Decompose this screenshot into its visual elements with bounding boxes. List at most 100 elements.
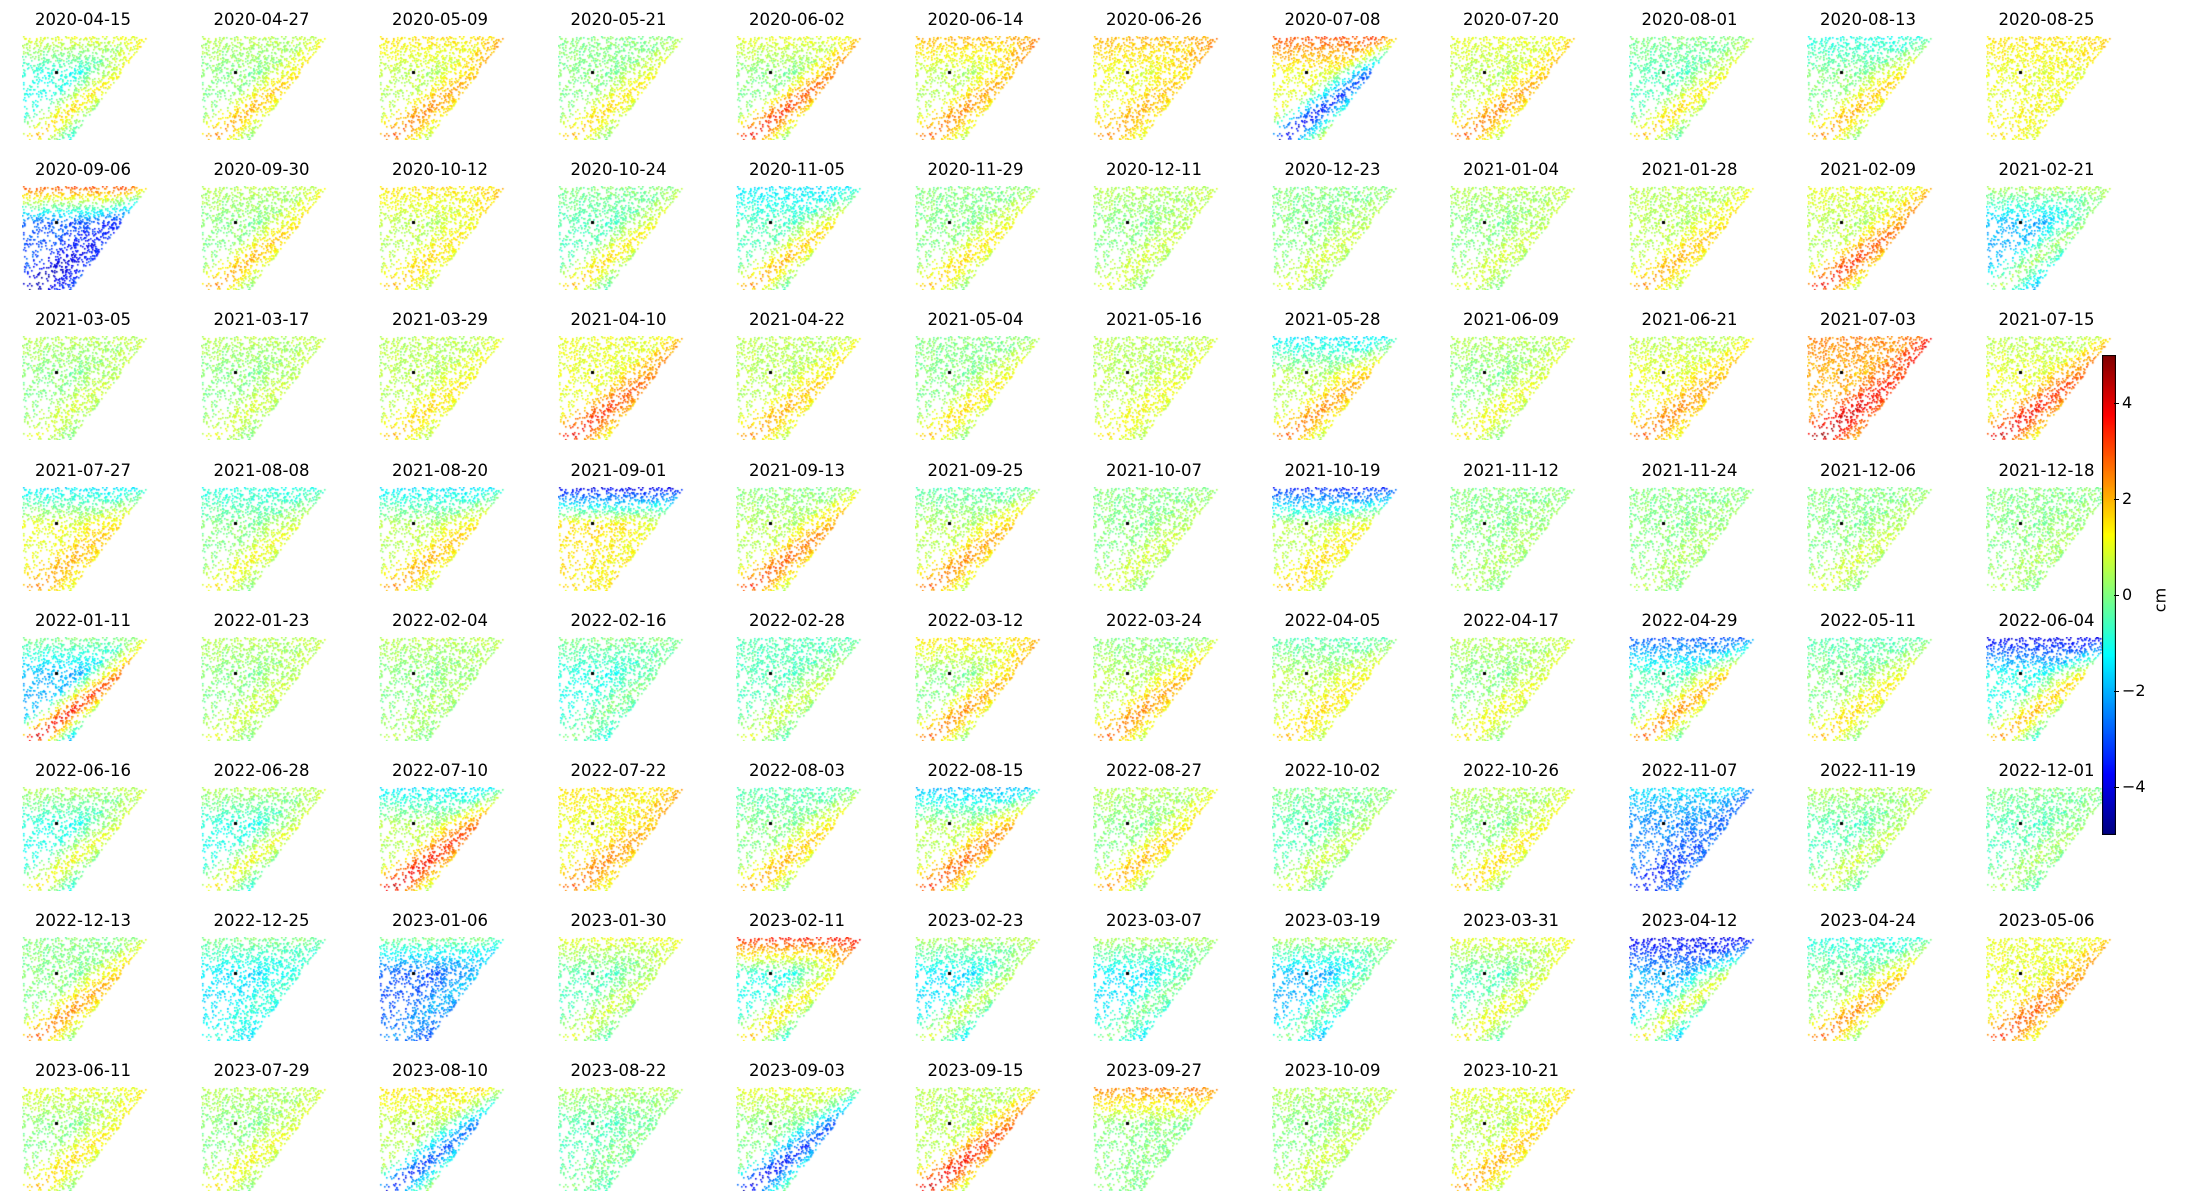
displacement-map	[379, 937, 505, 1042]
displacement-map	[22, 787, 148, 891]
panel-date-title: 2022-01-23	[213, 610, 310, 630]
panel-date-title: 2022-08-03	[749, 761, 845, 780]
map-panel: 2022-10-26	[1436, 759, 1586, 899]
displacement-map	[1450, 486, 1576, 591]
map-panel: 2020-07-20	[1436, 8, 1586, 148]
map-panel: 2022-03-24	[1079, 609, 1229, 749]
displacement-map	[557, 1087, 684, 1192]
colorbar-tick-label: 0	[2113, 585, 2133, 604]
panel-date-title: 2020-05-09	[392, 10, 488, 29]
displacement-map	[914, 937, 1041, 1042]
map-panel: 2023-02-23	[901, 909, 1051, 1049]
map-panel: 2021-10-07	[1079, 459, 1229, 599]
map-panel: 2022-12-25	[187, 909, 337, 1049]
panel-date-title: 2020-08-25	[1998, 10, 2095, 29]
colorbar-tick-label: 4	[2113, 393, 2133, 412]
panel-date-title: 2023-03-07	[1106, 911, 1202, 931]
displacement-map	[1807, 186, 1933, 291]
displacement-map	[200, 336, 327, 441]
displacement-map	[914, 36, 1041, 140]
displacement-map	[557, 36, 684, 140]
panel-date-title: 2022-10-26	[1463, 761, 1559, 780]
panel-date-title: 2023-09-15	[927, 1061, 1024, 1081]
panel-date-title: 2020-08-01	[1641, 10, 1738, 29]
panel-date-title: 2023-06-11	[35, 1061, 131, 1081]
panel-date-title: 2023-09-03	[749, 1061, 845, 1081]
map-panel: 2021-07-27	[8, 459, 158, 599]
map-panel: 2020-06-14	[901, 8, 1051, 148]
displacement-map	[1985, 36, 2112, 140]
panel-date-title: 2022-11-19	[1820, 761, 1916, 780]
map-panel: 2023-09-15	[901, 1059, 1051, 1199]
displacement-map	[1628, 937, 1755, 1042]
displacement-map	[736, 636, 862, 741]
displacement-map	[1271, 787, 1398, 891]
displacement-map	[1450, 636, 1576, 741]
map-panel: 2021-05-04	[901, 308, 1051, 448]
map-panel: 2022-02-04	[365, 609, 515, 749]
panel-date-title: 2021-06-09	[1463, 310, 1559, 330]
displacement-map	[200, 1087, 327, 1192]
displacement-map	[1628, 787, 1755, 891]
displacement-map	[22, 36, 148, 140]
displacement-map	[557, 636, 684, 741]
map-panel: 2022-02-28	[722, 609, 872, 749]
panel-date-title: 2023-05-06	[1998, 911, 2095, 931]
panel-date-title: 2023-02-11	[749, 911, 845, 931]
map-panel: 2022-11-07	[1615, 759, 1765, 899]
displacement-map	[1985, 636, 2112, 741]
panel-date-title: 2022-02-16	[570, 610, 667, 630]
panel-date-title: 2021-09-13	[749, 460, 845, 480]
displacement-map	[557, 336, 684, 441]
map-panel: 2023-03-19	[1258, 909, 1408, 1049]
map-panel: 2023-01-06	[365, 909, 515, 1049]
displacement-map	[736, 36, 862, 140]
displacement-map	[1628, 36, 1755, 140]
map-panel: 2022-01-23	[187, 609, 337, 749]
panel-date-title: 2022-02-04	[392, 610, 488, 630]
map-panel: 2020-08-25	[1972, 8, 2122, 148]
map-panel: 2020-10-12	[365, 158, 515, 298]
map-panel: 2021-01-04	[1436, 158, 1586, 298]
displacement-map	[379, 336, 505, 441]
displacement-map	[1628, 636, 1755, 741]
map-panel: 2021-01-28	[1615, 158, 1765, 298]
map-panel: 2021-07-15	[1972, 308, 2122, 448]
colorbar-label: cm	[2150, 587, 2170, 613]
map-panel: 2020-11-05	[722, 158, 872, 298]
map-panel: 2022-04-05	[1258, 609, 1408, 749]
displacement-map	[1450, 186, 1576, 291]
displacement-map	[1271, 1087, 1398, 1192]
displacement-map	[1985, 787, 2112, 891]
panel-date-title: 2022-01-11	[35, 610, 131, 630]
panel-date-title: 2020-06-02	[749, 10, 845, 29]
panel-date-title: 2020-04-15	[35, 10, 131, 29]
map-panel: 2022-01-11	[8, 609, 158, 749]
panel-date-title: 2020-10-24	[570, 160, 667, 180]
map-panel: 2020-05-21	[544, 8, 694, 148]
panel-date-title: 2021-02-09	[1820, 160, 1916, 180]
displacement-map	[1450, 937, 1576, 1042]
displacement-map	[557, 787, 684, 891]
map-panel: 2021-12-18	[1972, 459, 2122, 599]
map-panel: 2022-02-16	[544, 609, 694, 749]
map-panel: 2022-11-19	[1793, 759, 1943, 899]
displacement-map	[1807, 36, 1933, 140]
panel-date-title: 2022-03-24	[1106, 610, 1202, 630]
map-panel: 2021-09-25	[901, 459, 1051, 599]
displacement-map	[1450, 36, 1576, 140]
map-panel: 2021-09-13	[722, 459, 872, 599]
displacement-map	[1271, 636, 1398, 741]
displacement-map	[200, 937, 327, 1042]
panel-date-title: 2023-08-22	[570, 1061, 667, 1081]
panel-date-title: 2021-10-07	[1106, 460, 1202, 480]
panel-date-title: 2023-10-21	[1463, 1061, 1559, 1081]
colorbar-gradient	[2102, 355, 2116, 835]
colorbar: 4 2 0 −2 −4 cm	[2102, 355, 2182, 845]
displacement-map	[1093, 36, 1219, 140]
displacement-map	[1093, 336, 1219, 441]
map-panel: 2020-09-06	[8, 158, 158, 298]
displacement-map	[914, 186, 1041, 291]
panel-date-title: 2021-08-08	[213, 460, 310, 480]
panel-date-title: 2020-12-11	[1106, 160, 1202, 180]
